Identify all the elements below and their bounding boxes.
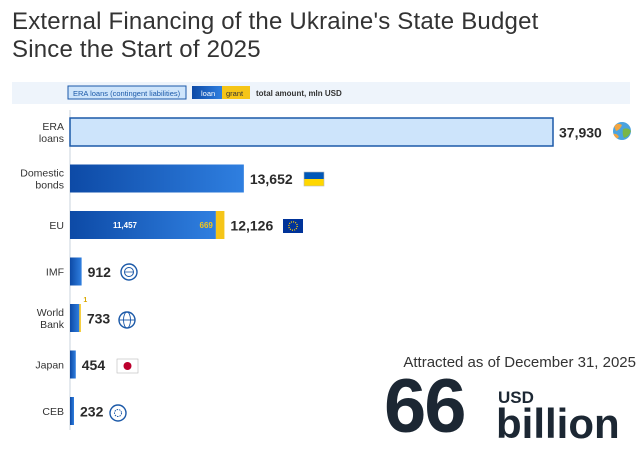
total-label-eu: 12,126: [230, 218, 273, 234]
summary-scale: billion: [496, 400, 620, 447]
legend-label-grant: grant: [226, 89, 244, 98]
category-label-era-loans: ERA loans: [39, 121, 64, 145]
bar-domestic-bonds-loan: [70, 164, 244, 193]
bar-ceb-loan: [70, 397, 74, 425]
total-label-japan: 454: [82, 357, 106, 373]
bar-eu-loan: [70, 211, 216, 239]
ukraine-flag-icon: [303, 171, 325, 187]
bar-eu-grant: [215, 211, 225, 239]
imf-logo-icon: [120, 263, 138, 281]
total-label-imf: 912: [88, 264, 112, 280]
category-label-eu: EU: [49, 220, 64, 232]
inner-label-grant-world-bank: 1: [83, 297, 87, 304]
total-label-era-loans: 37,930: [559, 125, 602, 141]
eu-flag-icon: [283, 219, 303, 233]
category-label-japan: Japan: [35, 360, 64, 372]
summary-note: Attracted as of December 31, 2025: [403, 354, 636, 371]
summary-unit: USD: [498, 388, 534, 407]
bar-world-bank-grant: [79, 304, 81, 332]
inner-label-loan-eu: 11,457: [113, 221, 138, 230]
bar-world-bank-loan: [70, 304, 80, 332]
earth-icon: [613, 122, 631, 140]
category-label-world-bank: World Bank: [37, 307, 65, 331]
legend-swatch-era: [67, 85, 187, 100]
legend-swatch-grant: [222, 86, 250, 99]
bar-era-loans-era: [69, 117, 554, 147]
inner-label-grant-eu: 669: [200, 221, 214, 230]
summary-number: 66: [384, 364, 467, 449]
bar-japan-loan: [70, 350, 76, 379]
legend: ERA loans (contingent liabilities) loan …: [12, 82, 630, 104]
category-label-ceb: CEB: [42, 406, 64, 418]
chart-title: External Financing of the Ukraine's Stat…: [12, 8, 632, 64]
japan-flag-icon: [116, 358, 139, 374]
legend-swatch-loan: [192, 86, 222, 99]
legend-label-era: ERA loans (contingent liabilities): [73, 89, 181, 98]
category-label-domestic-bonds: Domestic bonds: [20, 168, 64, 192]
ceb-logo-icon: [109, 404, 127, 422]
legend-label-loan: loan: [201, 89, 215, 98]
total-label-ceb: 232: [80, 404, 104, 420]
legend-label-total: total amount, mln USD: [256, 89, 342, 98]
bar-imf-loan: [70, 257, 82, 286]
chart-title-line-1: External Financing of the Ukraine's Stat…: [12, 8, 539, 35]
category-label-imf: IMF: [46, 267, 64, 279]
total-label-world-bank: 733: [87, 311, 111, 327]
bars-group: 37,930 13,652 12,126 912 733 454 232 11,457 669 1: [69, 117, 602, 425]
category-labels-group: ERA loans Domestic bonds EU IMF World Bank Japan…: [20, 121, 65, 418]
total-label-domestic-bonds: 13,652: [250, 171, 293, 187]
chart-title-line-2: Since the Start of 2025: [12, 36, 261, 63]
world-bank-logo-icon: [118, 311, 136, 329]
